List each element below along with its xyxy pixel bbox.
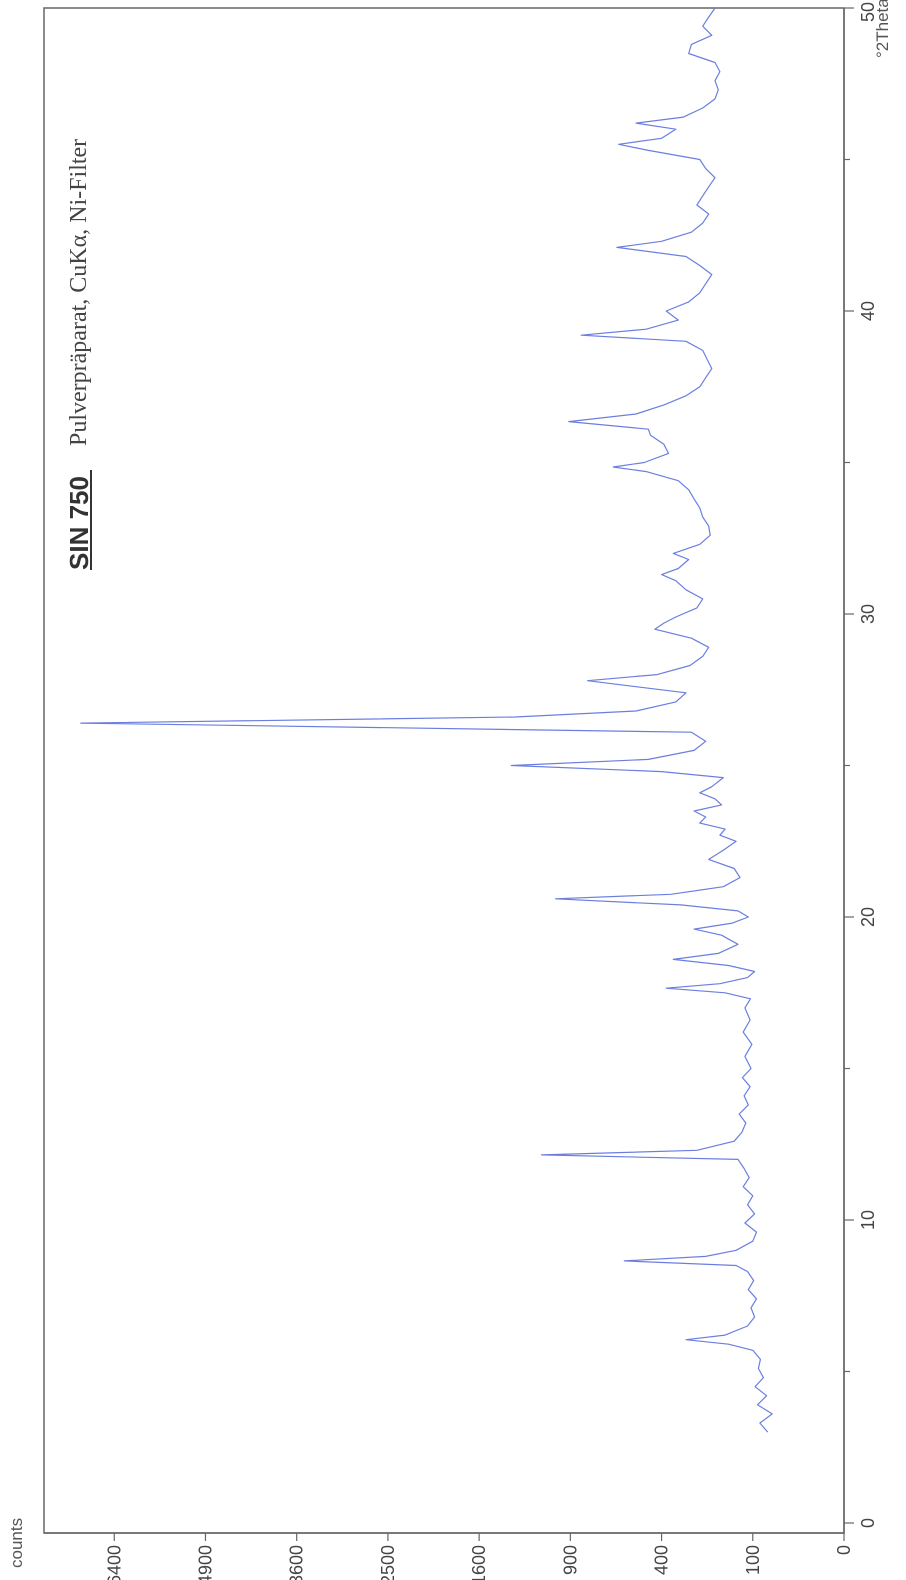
plot-area-frame	[44, 8, 844, 1533]
counts-tick-label: 2500	[378, 1545, 398, 1580]
counts-tick-label: 4900	[195, 1545, 215, 1580]
counts-tick-label: 900	[560, 1545, 580, 1575]
two-theta-tick-label: 30	[858, 604, 878, 624]
y-axis-title: counts	[7, 1518, 26, 1568]
counts-tick-label: 1600	[469, 1545, 489, 1580]
chart-title: SIN 750	[64, 476, 94, 570]
two-theta-tick-label: 40	[858, 301, 878, 321]
counts-tick-label: 3600	[287, 1545, 307, 1580]
x-axis-title: °2Theta	[873, 0, 892, 58]
chart-subtitle: Pulverpräparat, CuKα, Ni-Filter	[66, 139, 92, 446]
counts-tick-label: 400	[652, 1545, 672, 1575]
counts-ticks: 0 100 400 900 1600 2500 3600 4900 6400	[104, 1533, 854, 1580]
counts-tick-label: 6400	[104, 1545, 124, 1580]
two-theta-tick-label: 10	[858, 1210, 878, 1230]
counts-tick-label: 0	[834, 1545, 854, 1555]
counts-tick-label: 100	[743, 1545, 763, 1575]
two-theta-tick-label: 20	[858, 907, 878, 927]
two-theta-tick-label: 0	[858, 1518, 878, 1528]
